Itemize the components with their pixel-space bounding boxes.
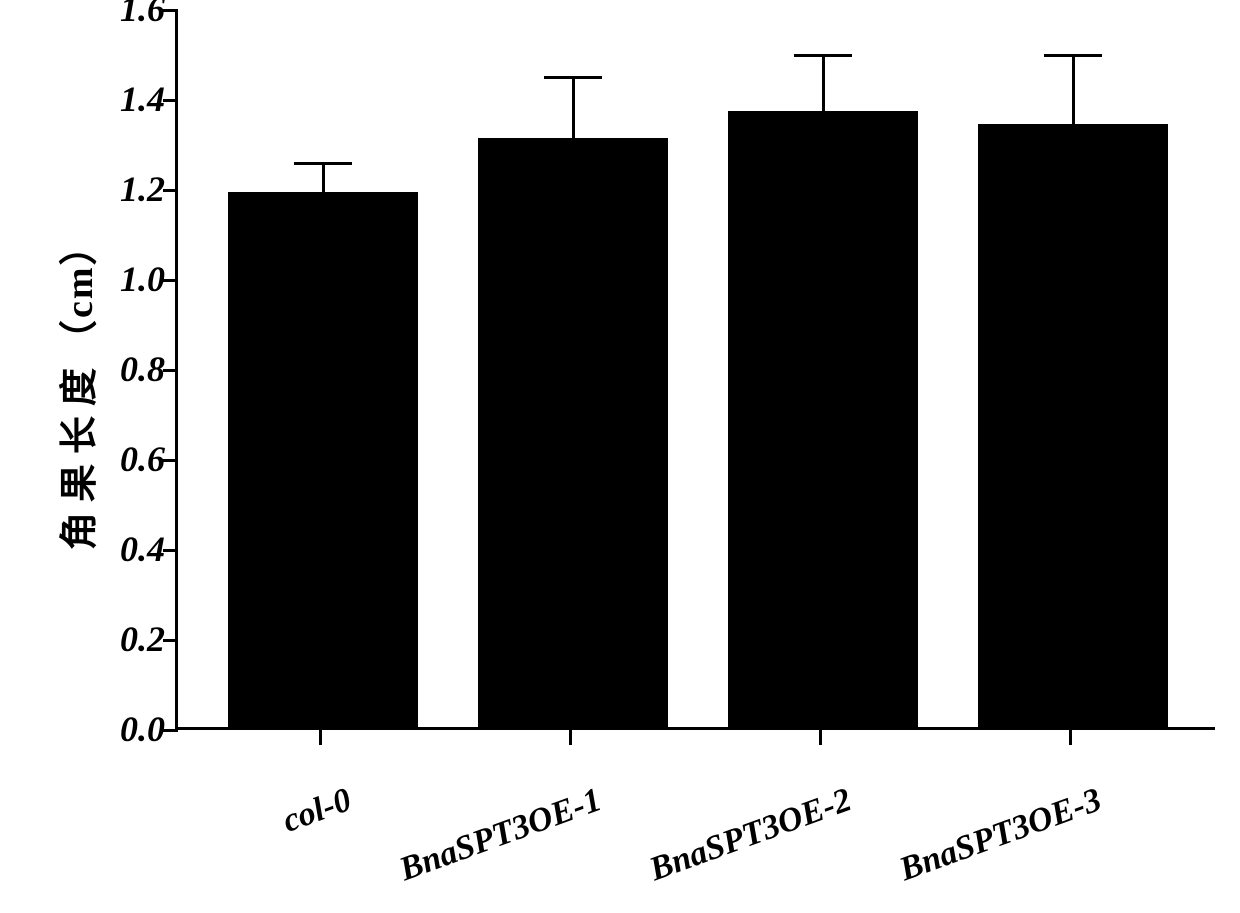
error-bar-cap <box>794 54 852 57</box>
error-bar-cap <box>1044 54 1102 57</box>
y-tick <box>163 9 178 12</box>
y-tick-label: 0.8 <box>120 348 165 390</box>
y-tick <box>163 189 178 192</box>
x-tick <box>819 730 822 745</box>
y-tick <box>163 279 178 282</box>
y-tick <box>163 729 178 732</box>
y-tick <box>163 369 178 372</box>
bar <box>978 124 1168 727</box>
y-tick-label: 0.6 <box>120 438 165 480</box>
x-tick-label: BnaSPT3OE-1 <box>330 781 606 912</box>
bar <box>228 192 418 728</box>
bar-chart: 角果长度（cm） 0.0 0.2 0.4 0.6 0.8 1.0 1.2 1.4 1.6 col… <box>0 0 1240 911</box>
x-tick <box>1069 730 1072 745</box>
y-tick-label: 1.2 <box>120 168 165 210</box>
x-tick <box>319 730 322 745</box>
error-bar-cap <box>544 76 602 79</box>
y-tick-label: 0.0 <box>120 708 165 750</box>
y-axis-label-main: 角果长度 <box>59 358 101 550</box>
plot-area <box>175 10 1215 730</box>
y-tick <box>163 459 178 462</box>
y-tick-label: 0.2 <box>120 618 165 660</box>
y-tick-label: 1.4 <box>120 78 165 120</box>
x-tick-label: col-0 <box>80 781 356 912</box>
y-axis-label: 角果长度（cm） <box>48 225 103 550</box>
error-bar-cap <box>294 162 352 165</box>
x-tick-label: BnaSPT3OE-2 <box>580 781 856 912</box>
y-tick-label: 0.4 <box>120 528 165 570</box>
y-tick <box>163 639 178 642</box>
error-bar-line <box>322 163 325 195</box>
y-tick-label: 1.0 <box>120 258 165 300</box>
error-bar-line <box>822 55 825 114</box>
bar <box>728 111 918 728</box>
x-tick-label: BnaSPT3OE-3 <box>830 781 1106 912</box>
y-tick-label: 1.6 <box>120 0 165 30</box>
y-tick <box>163 99 178 102</box>
bar <box>478 138 668 728</box>
y-axis-label-unit: （cm） <box>59 225 101 358</box>
error-bar-line <box>572 78 575 141</box>
error-bar-line <box>1072 55 1075 127</box>
y-tick <box>163 549 178 552</box>
x-tick <box>569 730 572 745</box>
